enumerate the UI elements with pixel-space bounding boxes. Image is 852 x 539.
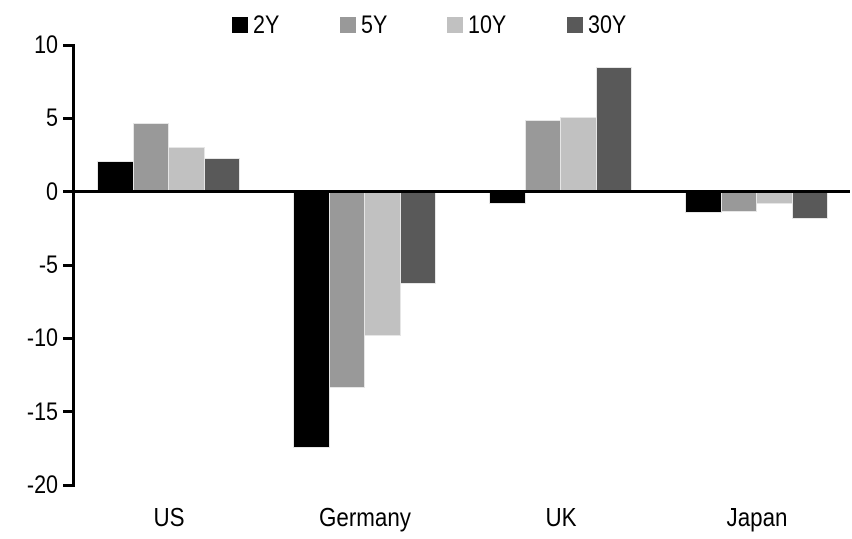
- y-axis-tick: [63, 336, 75, 340]
- bar-uk-2y: [490, 191, 525, 204]
- bar-uk-5y: [525, 121, 560, 192]
- y-axis-tick-label: 0: [46, 177, 58, 206]
- y-axis-tick-label: 5: [46, 104, 58, 133]
- bar-japan-2y: [686, 191, 721, 213]
- bar-us-5y: [133, 124, 168, 192]
- legend-item-10y: 10Y: [447, 12, 512, 38]
- y-axis-tick-label: -5: [38, 251, 58, 279]
- legend-label: 5Y: [361, 11, 388, 39]
- zero-baseline: [72, 190, 850, 194]
- y-axis-tick-label: -20: [26, 471, 58, 499]
- bar-japan-30y: [792, 191, 827, 219]
- y-axis-tick: [63, 190, 75, 194]
- legend-swatch-10y: [447, 17, 463, 33]
- bar-japan-5y: [721, 191, 756, 211]
- y-axis-tick: [63, 43, 75, 47]
- bar-germany-2y: [294, 191, 329, 447]
- legend-item-2y: 2Y: [232, 12, 284, 38]
- bar-us-10y: [169, 147, 204, 192]
- x-axis-category-label-germany: Germany: [318, 502, 411, 532]
- y-axis-tick: [63, 116, 75, 120]
- bar-us-30y: [204, 159, 239, 192]
- x-axis-category-label-us: US: [152, 502, 185, 532]
- legend-label: 10Y: [468, 11, 507, 39]
- legend-swatch-5y: [340, 17, 356, 33]
- bar-germany-5y: [329, 191, 364, 387]
- legend-swatch-30y: [567, 17, 583, 33]
- legend-label: 2Y: [253, 11, 280, 39]
- y-axis-tick-label: -15: [26, 397, 58, 426]
- y-axis-tick-label: -10: [26, 324, 58, 353]
- y-axis-tick: [63, 263, 75, 267]
- y-axis-tick-label: 10: [34, 31, 58, 59]
- y-axis-tick: [63, 483, 75, 487]
- x-axis-category-label-uk: UK: [544, 502, 577, 532]
- bar-us-2y: [98, 162, 133, 192]
- bar-germany-10y: [365, 191, 400, 336]
- bar-uk-30y: [596, 68, 631, 192]
- legend-label: 30Y: [588, 11, 627, 39]
- legend-swatch-2y: [232, 17, 248, 33]
- x-axis-category-label-japan: Japan: [726, 502, 787, 532]
- bar-germany-30y: [400, 191, 435, 283]
- y-axis-tick: [63, 410, 75, 414]
- bar-uk-10y: [561, 118, 596, 192]
- bar-japan-10y: [757, 191, 792, 204]
- legend-item-30y: 30Y: [567, 12, 632, 38]
- legend-item-5y: 5Y: [340, 12, 392, 38]
